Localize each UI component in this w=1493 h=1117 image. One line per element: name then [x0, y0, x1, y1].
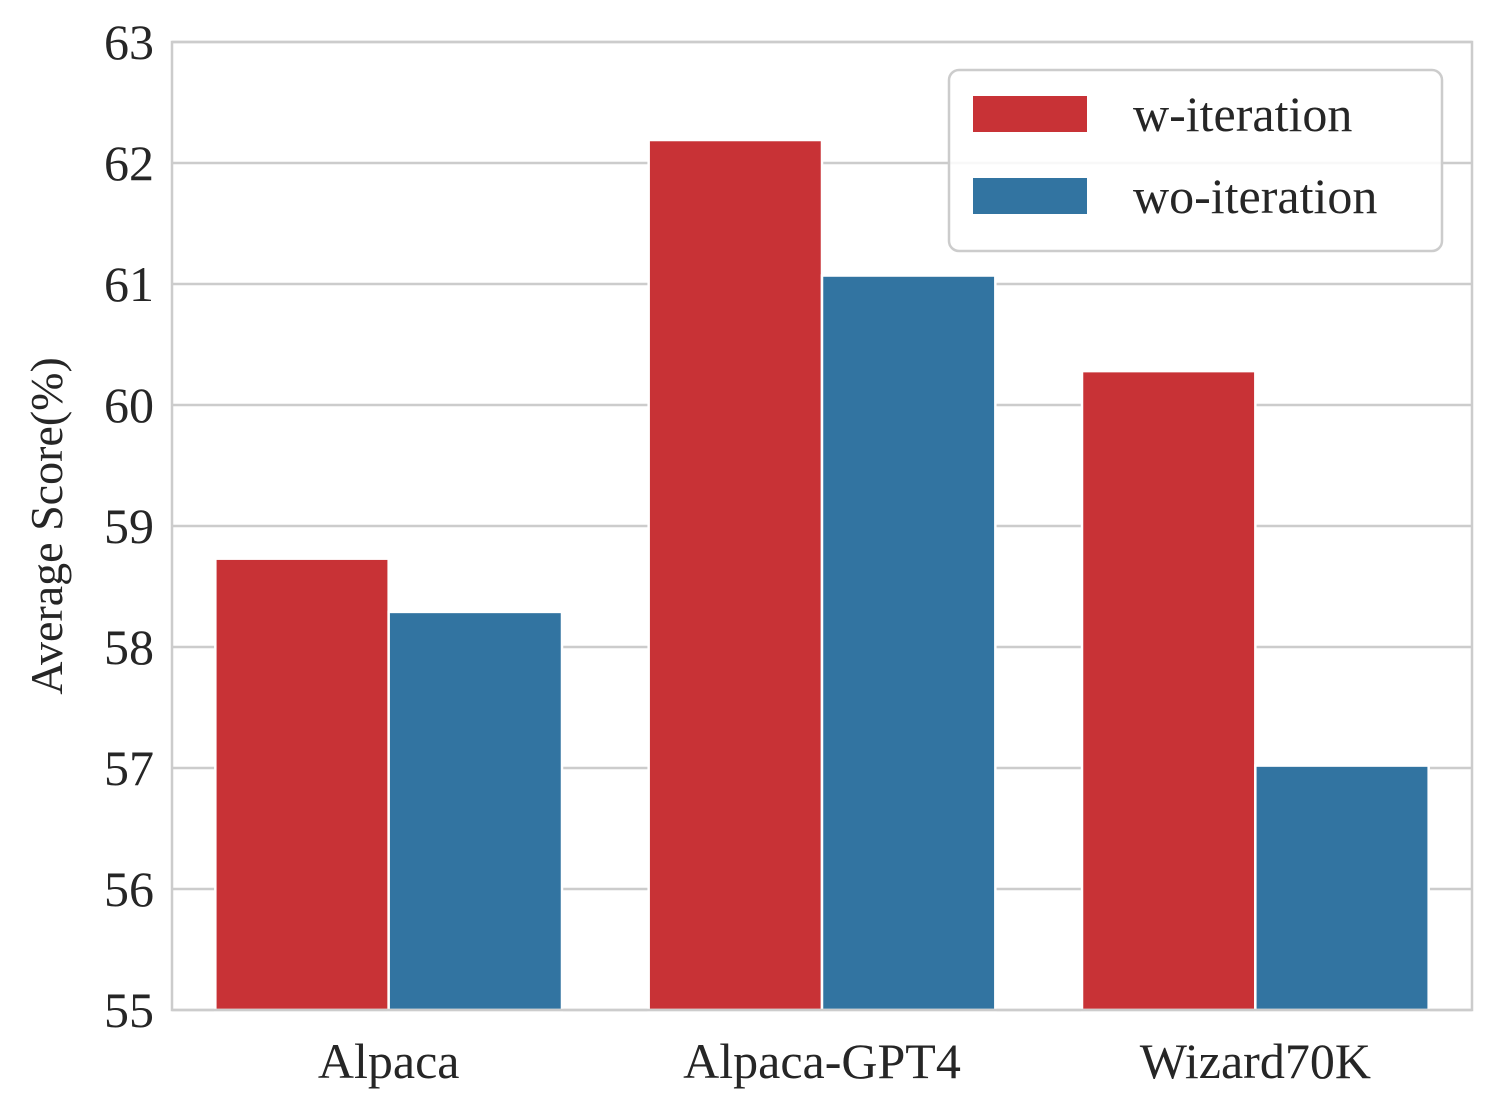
- y-tick-label: 62: [104, 135, 154, 191]
- plot-frame: [170, 40, 1474, 1012]
- y-tick-label: 63: [104, 14, 154, 70]
- bar-w-iteration-Alpaca: [214, 557, 390, 1012]
- y-tick-label: 58: [104, 619, 154, 675]
- y-axis-label: Average Score(%): [21, 357, 72, 695]
- legend-swatch-wo-iteration: [973, 178, 1087, 214]
- x-tick-label: Alpaca: [318, 1033, 460, 1089]
- bar-w-iteration-Alpaca-GPT4: [647, 138, 824, 1012]
- y-tick-label: 57: [104, 740, 154, 796]
- y-tick-label: 61: [104, 256, 154, 312]
- bar-wo-iteration-Wizard70K: [1254, 764, 1430, 1012]
- legend-label: w-iteration: [1133, 86, 1352, 142]
- bar-w-iteration-Wizard70K: [1080, 369, 1257, 1012]
- bars: [214, 138, 1430, 1012]
- legend-label: wo-iteration: [1133, 168, 1377, 224]
- bar-wo-iteration-Alpaca-GPT4: [820, 274, 997, 1012]
- y-tick-labels: 55 56 57 58 59 60 61 62 63: [104, 14, 154, 1038]
- y-tick-label: 60: [104, 377, 154, 433]
- bar-wo-iteration-Alpaca: [387, 610, 564, 1012]
- legend: w-iteration wo-iteration: [947, 68, 1444, 253]
- y-tick-label: 55: [104, 982, 154, 1038]
- x-tick-labels: Alpaca Alpaca-GPT4 Wizard70K: [318, 1033, 1371, 1089]
- x-tick-label: Alpaca-GPT4: [683, 1033, 961, 1089]
- x-tick-label: Wizard70K: [1140, 1033, 1371, 1089]
- y-tick-label: 56: [104, 861, 154, 917]
- legend-swatch-w-iteration: [973, 96, 1087, 132]
- y-tick-label: 59: [104, 498, 154, 554]
